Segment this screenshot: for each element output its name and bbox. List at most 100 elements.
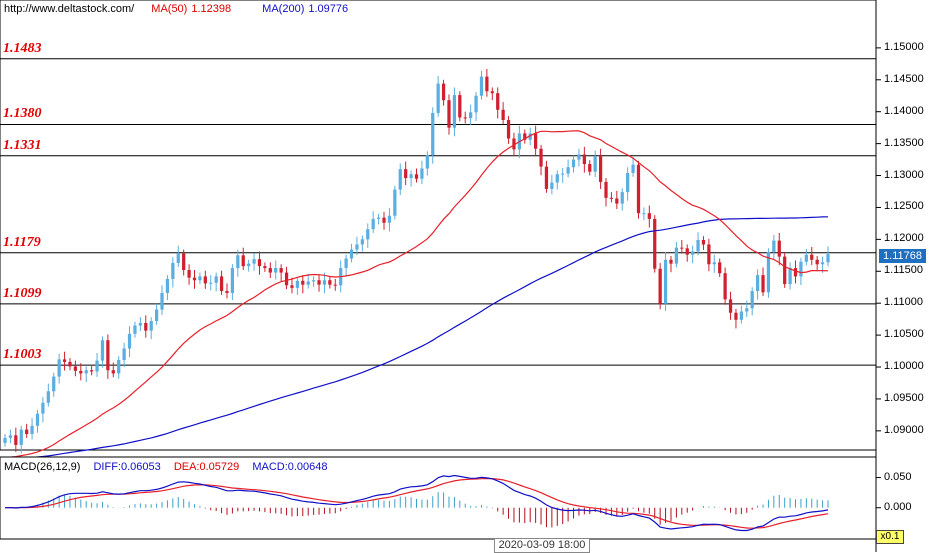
- candle-body: [512, 138, 516, 150]
- candle-body: [615, 198, 619, 204]
- candle-body: [171, 262, 175, 279]
- candle-body: [317, 280, 321, 285]
- candle-body: [474, 95, 478, 113]
- candle-body: [149, 321, 153, 331]
- price-tick-label: 1.13500: [884, 136, 924, 149]
- candle-body: [328, 280, 332, 285]
- candle-body: [636, 164, 641, 214]
- candle-body: [192, 277, 197, 281]
- candle-body: [360, 239, 364, 245]
- price-tick-label: 1.15000: [884, 40, 924, 53]
- candle-body: [236, 255, 240, 269]
- candle-body: [550, 182, 554, 189]
- candle-body: [755, 275, 760, 292]
- macd-header: MACD(26,12,9) DIFF:0.06053 DEA:0.05729 M…: [4, 461, 338, 473]
- candle-body: [571, 159, 576, 168]
- macd-diff-value: DIFF:0.06053: [93, 461, 161, 473]
- price-tick-label: 1.10000: [884, 360, 924, 373]
- candle-body: [750, 291, 754, 309]
- candle-body: [766, 252, 771, 293]
- candle-body: [533, 133, 538, 149]
- candle-body: [111, 370, 115, 374]
- candle-body: [84, 370, 88, 374]
- candle-body: [371, 218, 375, 230]
- candle-body: [117, 360, 121, 374]
- level-label: 1.1099: [3, 285, 42, 301]
- price-axis: [876, 47, 881, 509]
- site-url[interactable]: http://www.deltastock.com/: [4, 3, 135, 15]
- candle-body: [777, 240, 781, 257]
- candle-body: [274, 268, 278, 273]
- candle-body: [41, 402, 45, 414]
- candle-body: [642, 213, 646, 215]
- macd-dea-line: [5, 477, 829, 529]
- candle-body: [344, 258, 348, 269]
- candle-body: [712, 262, 716, 265]
- candle-body: [252, 259, 256, 264]
- level-label: 1.1331: [3, 137, 42, 153]
- candle-body: [718, 262, 722, 274]
- candle-body: [122, 348, 126, 360]
- candle-body: [127, 333, 132, 349]
- candle-body: [160, 292, 164, 310]
- candle-body: [701, 240, 706, 245]
- price-tick-label: 1.14500: [884, 72, 924, 85]
- candle-body: [219, 276, 224, 292]
- candle-body: [382, 217, 386, 223]
- ma50-legend: MA(50) 1.12398: [151, 3, 245, 15]
- candle-body: [301, 280, 305, 285]
- candle-body: [263, 266, 267, 269]
- candle-body: [810, 254, 814, 260]
- candle-body: [257, 259, 262, 267]
- candle-body: [268, 268, 272, 273]
- candle-body: [90, 370, 94, 372]
- macd-dea-value: DEA:0.05729: [173, 461, 240, 473]
- candle-body: [788, 268, 792, 285]
- price-panel-border: [0, 0, 877, 451]
- candle-body: [182, 253, 186, 270]
- candle-body: [165, 278, 170, 293]
- candle-body: [620, 192, 624, 204]
- candle-body: [826, 254, 830, 263]
- ma200-label: MA(200): [262, 3, 305, 15]
- candle-body: [144, 322, 148, 331]
- chart-header: http://www.deltastock.com/ MA(50) 1.12398…: [4, 3, 376, 15]
- candle-body: [501, 109, 505, 120]
- candle-body: [409, 174, 413, 179]
- candle-body: [57, 359, 61, 377]
- ma50-line: [4, 130, 829, 459]
- crosshair-time-label: 2020-03-09 18:00: [494, 538, 590, 553]
- macd-name: MACD(26,12,9): [4, 461, 81, 473]
- candle-body: [425, 155, 429, 169]
- zoom-button[interactable]: x0.1: [876, 530, 904, 544]
- macd-tick-label: 0.050: [884, 470, 912, 483]
- candle-body: [46, 391, 50, 403]
- candle-body: [95, 360, 99, 372]
- candle-body: [441, 83, 446, 101]
- candle-body: [138, 322, 142, 326]
- candle-body: [247, 263, 251, 267]
- candle-body: [582, 154, 586, 165]
- candle-body: [225, 291, 229, 293]
- candle-body: [496, 93, 500, 110]
- candle-body: [398, 169, 402, 190]
- candle-body: [436, 83, 440, 113]
- candle-body: [609, 197, 614, 199]
- candle-body: [739, 311, 743, 320]
- candle-body: [626, 172, 630, 193]
- level-label: 1.1380: [3, 106, 42, 122]
- candle-body: [685, 248, 689, 255]
- candle-body: [555, 174, 559, 183]
- candle-body: [728, 299, 733, 313]
- candle-body: [214, 276, 218, 283]
- candle-body: [376, 217, 381, 219]
- price-tick-label: 1.13000: [884, 168, 924, 181]
- candle-body: [680, 247, 684, 249]
- candle-body: [479, 76, 484, 96]
- candle-body: [25, 429, 29, 435]
- candle-body: [631, 164, 635, 173]
- candle-body: [312, 280, 316, 282]
- candle-body: [793, 268, 798, 277]
- candle-body: [523, 133, 527, 140]
- candle-body: [52, 376, 56, 392]
